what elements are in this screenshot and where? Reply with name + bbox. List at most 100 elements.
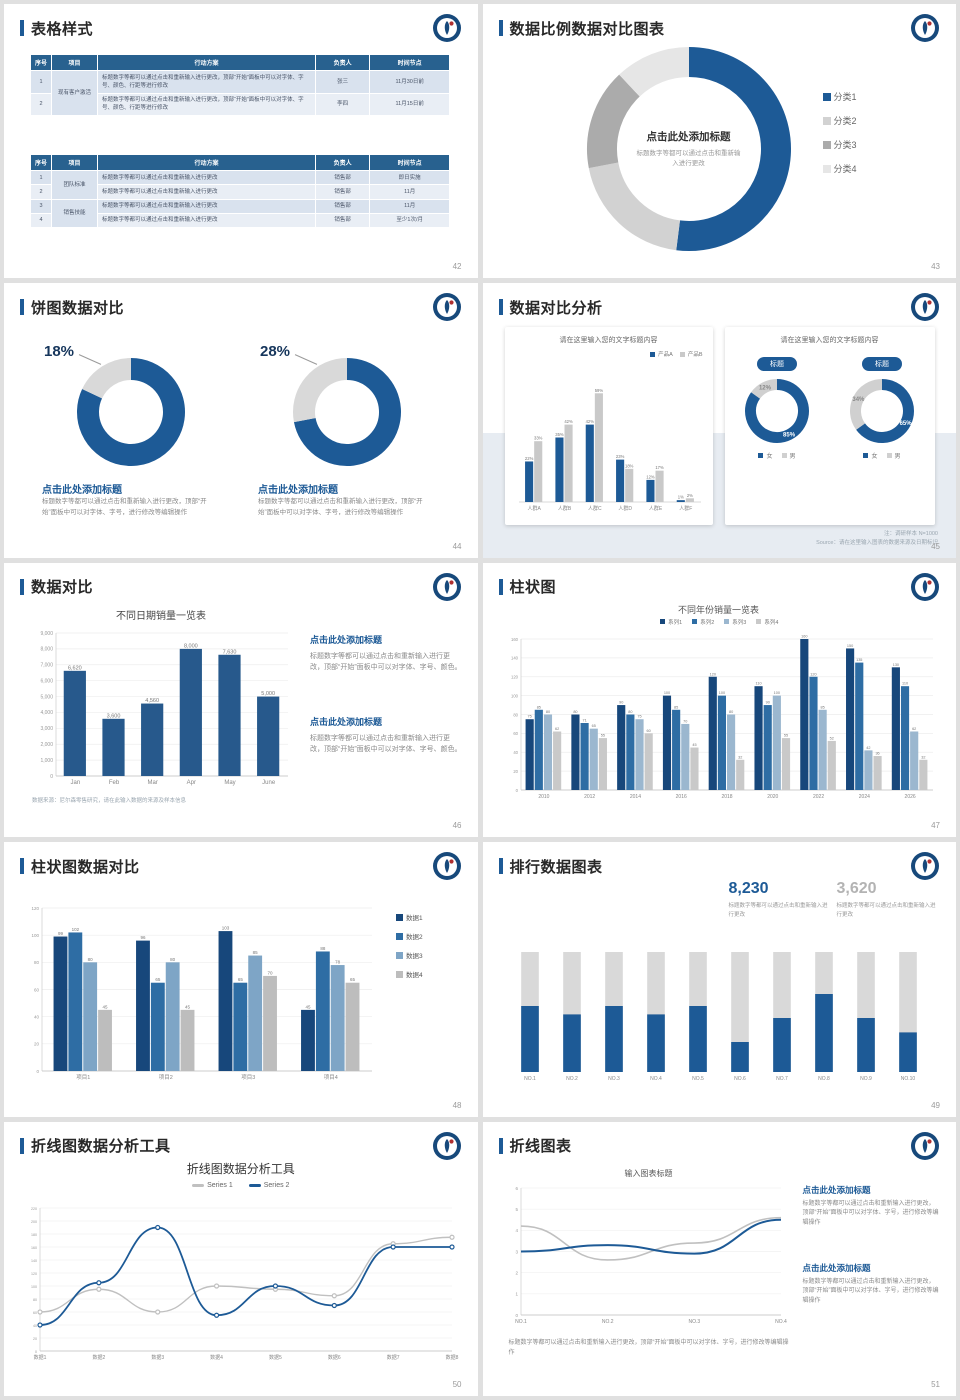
block-heading: 点击此处添加标题 [42, 485, 122, 497]
slide-50-line-analysis[interactable]: 折线图数据分析工具 折线图数据分析工具 Series 1 Series 2 0 20… [4, 1121, 478, 1396]
svg-text:130: 130 [892, 663, 898, 667]
svg-text:80: 80 [34, 960, 40, 965]
svg-text:45: 45 [305, 1005, 311, 1010]
svg-text:100: 100 [511, 693, 519, 698]
svg-text:120: 120 [31, 1271, 37, 1275]
legend-item: 产品A [650, 350, 673, 358]
svg-text:12%: 12% [646, 475, 655, 480]
block-heading: 点击此处添加标题 [258, 485, 338, 497]
page-number: 46 [452, 821, 462, 831]
svg-text:80: 80 [170, 957, 176, 962]
svg-text:100: 100 [31, 1284, 37, 1288]
title-accent-bar [498, 299, 503, 316]
svg-text:1%: 1% [677, 495, 683, 500]
svg-text:60: 60 [646, 729, 650, 733]
svg-text:70: 70 [683, 719, 687, 723]
table-row: 3 销售技能 标题数字等都可以通过点击和重新输入进行更改 销售部 11月 [30, 198, 450, 228]
svg-text:60: 60 [33, 1310, 37, 1314]
svg-text:150: 150 [846, 644, 852, 648]
legend-item: 男 [781, 451, 796, 461]
svg-text:人群C: 人群C [588, 505, 602, 512]
svg-text:5: 5 [515, 1207, 518, 1212]
table-cell: 2 [30, 92, 52, 116]
table-header-cell: 负责人 [314, 54, 371, 71]
svg-text:8,000: 8,000 [184, 643, 198, 649]
svg-text:65: 65 [591, 724, 595, 728]
slide-44-pie-compare[interactable]: 饼图数据对比 18% 点击此处添加标题 标题数字等都可以通过点击和重新输入进行更… [4, 283, 478, 558]
page-number: 44 [452, 541, 462, 551]
legend-swatch [781, 453, 787, 459]
donut-card: 请在这里输入您的文字标题内容 标题 85% 12% 女男 标题 65% 34% 女男 [724, 327, 935, 526]
svg-text:1,000: 1,000 [40, 758, 53, 764]
svg-text:人群F: 人群F [679, 505, 692, 512]
svg-text:90: 90 [765, 700, 769, 704]
legend-item: 分类1 [822, 90, 857, 103]
legend-item: 女 [758, 451, 773, 460]
page-number: 48 [452, 1100, 462, 1110]
svg-text:12%: 12% [759, 386, 772, 392]
svg-text:NO.1: NO.1 [515, 1319, 527, 1325]
slide-46-data-compare[interactable]: 数据对比 不同日期销量一览表 0 1,000 2,000 3,000 4,000 5,00… [4, 562, 478, 838]
donut-chart: 85% 12% [744, 378, 810, 444]
logo-icon [432, 572, 462, 602]
slide-51-line-chart[interactable]: 折线图表 输入图表标题 0 1 2 3 4 5 6 NO.1 NO.2 NO.3 NO.4 点击此处… [482, 1121, 956, 1396]
svg-text:33%: 33% [534, 436, 543, 441]
svg-text:0: 0 [515, 788, 518, 793]
legend-label: 分类1 [833, 92, 857, 102]
svg-text:6,000: 6,000 [40, 678, 53, 684]
svg-text:34%: 34% [852, 397, 865, 403]
donut-halves: 标题 85% 12% 女男 标题 65% 34% 女男 [725, 357, 935, 460]
slide-header: 柱状图数据对比 [20, 853, 464, 879]
legend-label: 男 [894, 454, 901, 461]
svg-text:18%: 18% [625, 464, 634, 469]
svg-text:6: 6 [515, 1185, 518, 1190]
svg-text:102: 102 [72, 927, 80, 932]
table-cell: 团队标准 [50, 170, 99, 200]
page-number: 50 [452, 1379, 462, 1389]
legend-label: 系列1 [668, 619, 683, 626]
legend-item: 数据4 [396, 969, 423, 979]
slide-47-column-chart[interactable]: 柱状图 不同年份销量一览表 系列1 系列2 系列3 系列4 0 20 40 60 80 100 1… [482, 562, 956, 838]
legend-item: 数据3 [396, 950, 423, 960]
svg-text:135: 135 [856, 658, 862, 662]
table-cell: 1 [30, 70, 52, 94]
svg-text:2026: 2026 [904, 794, 915, 800]
slide-42-table-styles[interactable]: 表格样式 序号 项目 行动方案 负责人 时间节点 1 现有客户激活 标题数字等都可以通过点击和… [4, 4, 478, 279]
svg-text:96: 96 [140, 935, 146, 940]
svg-text:NO.4: NO.4 [650, 1076, 662, 1082]
svg-text:NO.3: NO.3 [608, 1076, 620, 1082]
block-paragraph: 标题数字等都可以通过点击和重新输入进行更改，顶部“开始”面板中可以对字体、字号，… [802, 1278, 939, 1305]
chart-legend: 产品A 产品B [650, 350, 703, 359]
legend-label: 分类4 [833, 164, 857, 174]
svg-text:80: 80 [545, 710, 549, 714]
block-heading: 点击此处添加标题 [802, 1184, 871, 1195]
legend-label: Series 2 [263, 1181, 290, 1189]
table-header-cell: 序号 [30, 54, 52, 71]
svg-text:NO.7: NO.7 [776, 1076, 788, 1082]
svg-text:3: 3 [515, 1249, 518, 1254]
slide-45-data-analysis[interactable]: 数据对比分析 请在这里输入您的文字标题内容 产品A 产品B 22% 33% 人群A 35… [482, 283, 956, 558]
title-accent-bar [498, 858, 503, 875]
chart-title: 不同年份销量一览表 [677, 604, 759, 615]
svg-text:NO.6: NO.6 [734, 1076, 746, 1082]
slide-43-donut-proportion[interactable]: 数据比例数据对比图表 点击此处添加标题 标题数字等都可以通过点击和重新输入进行更… [482, 4, 956, 279]
svg-text:99: 99 [58, 931, 64, 936]
svg-text:NO.9: NO.9 [860, 1076, 872, 1082]
slide-48-column-compare[interactable]: 柱状图数据对比 0 20 40 60 80 100 120 99 102 80 45 项目1 96 65 8… [4, 842, 478, 1117]
table-cell: 标题数字等都可以通过点击和重新输入进行更改 [97, 184, 316, 200]
legend-label: 男 [789, 454, 796, 461]
svg-text:78: 78 [335, 960, 341, 965]
svg-text:40: 40 [33, 1323, 37, 1327]
svg-text:20: 20 [513, 769, 518, 774]
svg-text:85: 85 [820, 705, 824, 709]
title-accent-bar [498, 578, 503, 595]
svg-text:6,620: 6,620 [68, 665, 82, 671]
legend-label: 系列3 [732, 619, 747, 626]
svg-text:3,600: 3,600 [107, 713, 121, 719]
svg-text:32: 32 [738, 755, 742, 759]
legend-label: 产品B [687, 352, 703, 359]
slide-49-ranking-chart[interactable]: 排行数据图表 8,230 标题数字等都可以通过点击和重新输入进行更改 3,620… [482, 842, 956, 1117]
line-chart: 0 20 40 60 80 100 120 140 160 180 200 220 数据1 数据2 数据3 数… [20, 1200, 460, 1364]
svg-text:3,000: 3,000 [40, 726, 53, 732]
